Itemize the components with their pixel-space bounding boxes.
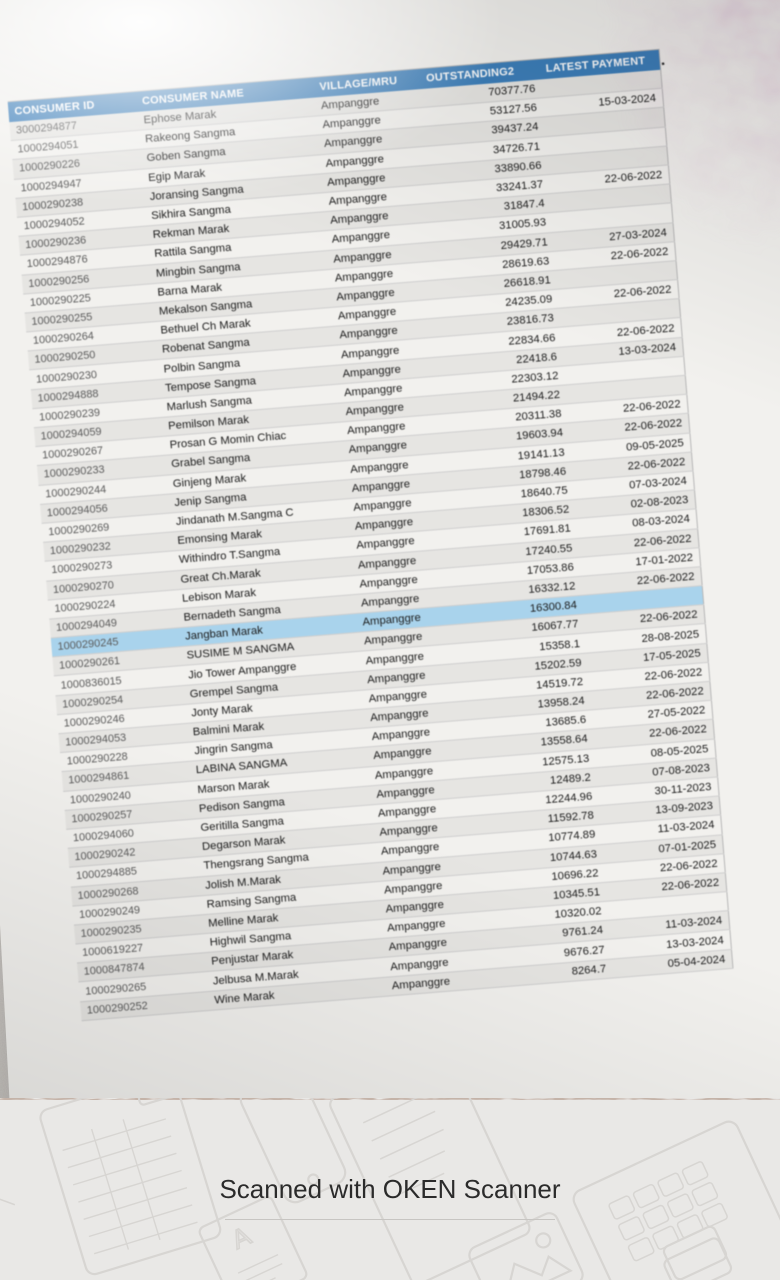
svg-text:A: A: [227, 1220, 256, 1255]
